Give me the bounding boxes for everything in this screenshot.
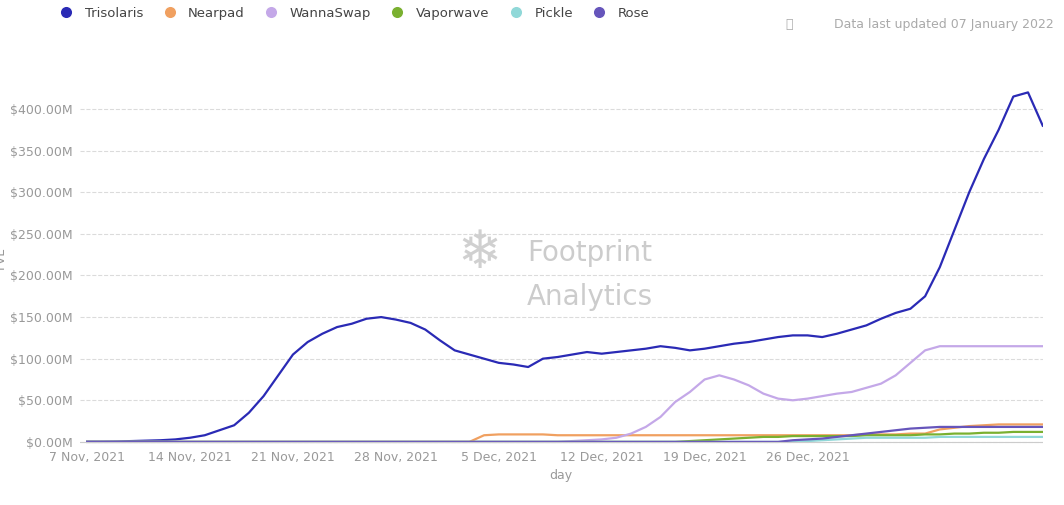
Text: 🕐: 🕐: [785, 18, 793, 31]
Text: Analytics: Analytics: [527, 283, 653, 311]
Legend: Trisolaris, Nearpad, WannaSwap, Vaporwave, Pickle, Rose: Trisolaris, Nearpad, WannaSwap, Vaporwav…: [48, 1, 654, 25]
Y-axis label: TVL: TVL: [0, 248, 9, 272]
X-axis label: day: day: [550, 469, 572, 481]
Text: Data last updated 07 January 2022: Data last updated 07 January 2022: [833, 18, 1053, 31]
Text: Footprint: Footprint: [528, 239, 652, 267]
Text: ❄: ❄: [458, 227, 501, 279]
